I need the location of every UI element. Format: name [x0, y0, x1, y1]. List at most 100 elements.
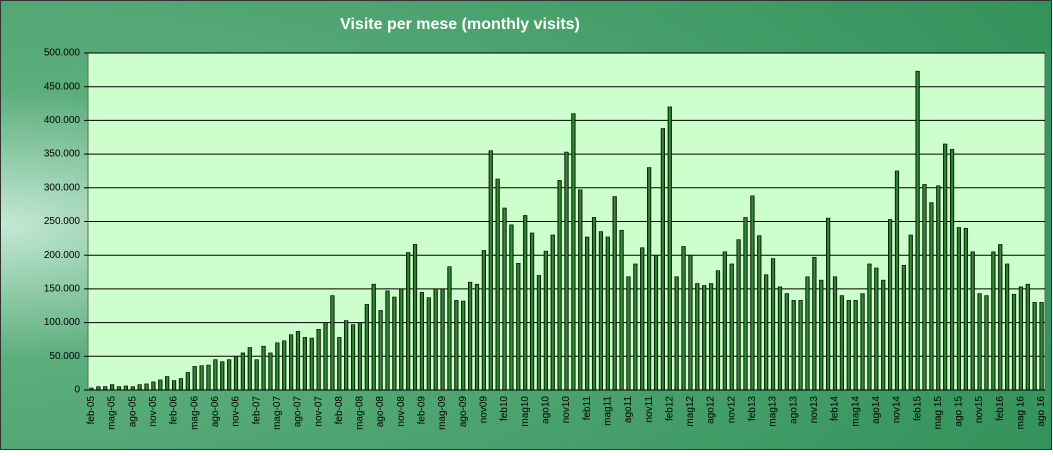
- x-tick-label: nov-06: [231, 396, 242, 427]
- bar: [867, 263, 872, 391]
- bar: [344, 320, 349, 391]
- bar: [571, 113, 576, 391]
- bar: [901, 265, 906, 391]
- x-tick-label: mag-05: [107, 396, 118, 430]
- bar: [454, 300, 459, 391]
- bar: [894, 170, 900, 391]
- bar: [165, 376, 170, 391]
- bar: [805, 276, 810, 391]
- bar: [392, 296, 397, 391]
- bar: [543, 250, 548, 391]
- x-tick-label: ago12: [706, 396, 717, 424]
- bar: [536, 275, 542, 391]
- x-tick-label: feb14: [830, 396, 841, 421]
- bar: [233, 355, 239, 391]
- bar: [440, 288, 445, 391]
- bar: [929, 202, 934, 391]
- bar: [109, 384, 115, 391]
- bar: [598, 231, 604, 391]
- chart-title: Visite per mese (monthly visits): [340, 16, 580, 33]
- bar: [798, 300, 803, 391]
- bar: [468, 281, 473, 391]
- x-tick-label: mag13: [768, 396, 779, 427]
- bar: [371, 283, 376, 391]
- bar: [922, 184, 927, 391]
- x-tick-label: ago-05: [127, 396, 138, 428]
- bar: [385, 290, 390, 391]
- x-tick-label: mag12: [685, 396, 696, 427]
- bar: [715, 270, 721, 391]
- x-tick-label: feb-08: [334, 396, 345, 425]
- bar: [199, 365, 204, 391]
- x-tick-label: feb15: [912, 396, 923, 421]
- bar: [158, 379, 163, 391]
- bar: [364, 304, 369, 391]
- bar: [289, 334, 294, 391]
- bar: [495, 178, 500, 391]
- bar: [178, 378, 184, 391]
- bar: [826, 217, 831, 391]
- bar: [144, 383, 149, 391]
- bar: [695, 283, 700, 391]
- bar: [956, 227, 962, 391]
- bar: [887, 219, 893, 391]
- bar: [130, 386, 135, 391]
- bar: [832, 276, 838, 391]
- bar: [605, 236, 610, 391]
- x-tick-label: feb-05: [86, 396, 97, 425]
- bar: [791, 300, 796, 391]
- bar: [702, 285, 707, 391]
- x-tick-label: mag10: [520, 396, 531, 427]
- bar: [812, 256, 817, 391]
- bar: [722, 251, 727, 391]
- bar: [516, 262, 521, 391]
- bar: [337, 337, 342, 391]
- bar: [447, 266, 452, 391]
- bar: [839, 295, 844, 391]
- bar: [708, 283, 714, 391]
- bar: [137, 384, 142, 391]
- bar: [757, 235, 762, 391]
- bar: [323, 322, 328, 391]
- bar: [881, 279, 886, 391]
- bar: [529, 232, 535, 391]
- x-tick-label: ago-09: [458, 396, 469, 428]
- bar: [633, 263, 638, 391]
- x-tick-label: nov11: [644, 396, 655, 423]
- y-tick-label: 400.000: [44, 115, 81, 126]
- bar: [185, 372, 190, 391]
- bar: [612, 196, 617, 391]
- bar: [853, 300, 858, 391]
- x-tick-label: mag-08: [355, 396, 366, 430]
- bar: [564, 151, 569, 391]
- x-tick-label: nov10: [561, 396, 572, 424]
- x-tick-label: ago 16: [1036, 396, 1047, 427]
- bar: [412, 244, 418, 391]
- bar: [151, 381, 156, 391]
- bar: [977, 293, 982, 391]
- bar: [213, 359, 218, 391]
- bar: [1039, 302, 1044, 391]
- bar: [963, 227, 968, 391]
- x-tick-label: ago10: [540, 396, 551, 424]
- x-tick-label: ago11: [623, 396, 634, 424]
- bar: [764, 274, 769, 391]
- bar: [295, 331, 301, 391]
- y-tick-label: 300.000: [44, 182, 81, 193]
- bar: [667, 106, 672, 391]
- y-tick-label: 350.000: [44, 149, 81, 160]
- bar: [123, 385, 128, 391]
- x-tick-label: nov13: [809, 396, 820, 424]
- x-tick-label: mag-07: [272, 396, 283, 430]
- bar: [227, 359, 232, 391]
- bar: [103, 386, 108, 391]
- bar: [240, 352, 246, 391]
- bar: [1011, 293, 1017, 391]
- bar: [770, 258, 776, 391]
- bar: [206, 364, 211, 391]
- bar: [819, 279, 824, 391]
- bar: [254, 359, 259, 391]
- bar: [640, 247, 645, 391]
- bar: [660, 128, 665, 391]
- bar: [275, 342, 280, 391]
